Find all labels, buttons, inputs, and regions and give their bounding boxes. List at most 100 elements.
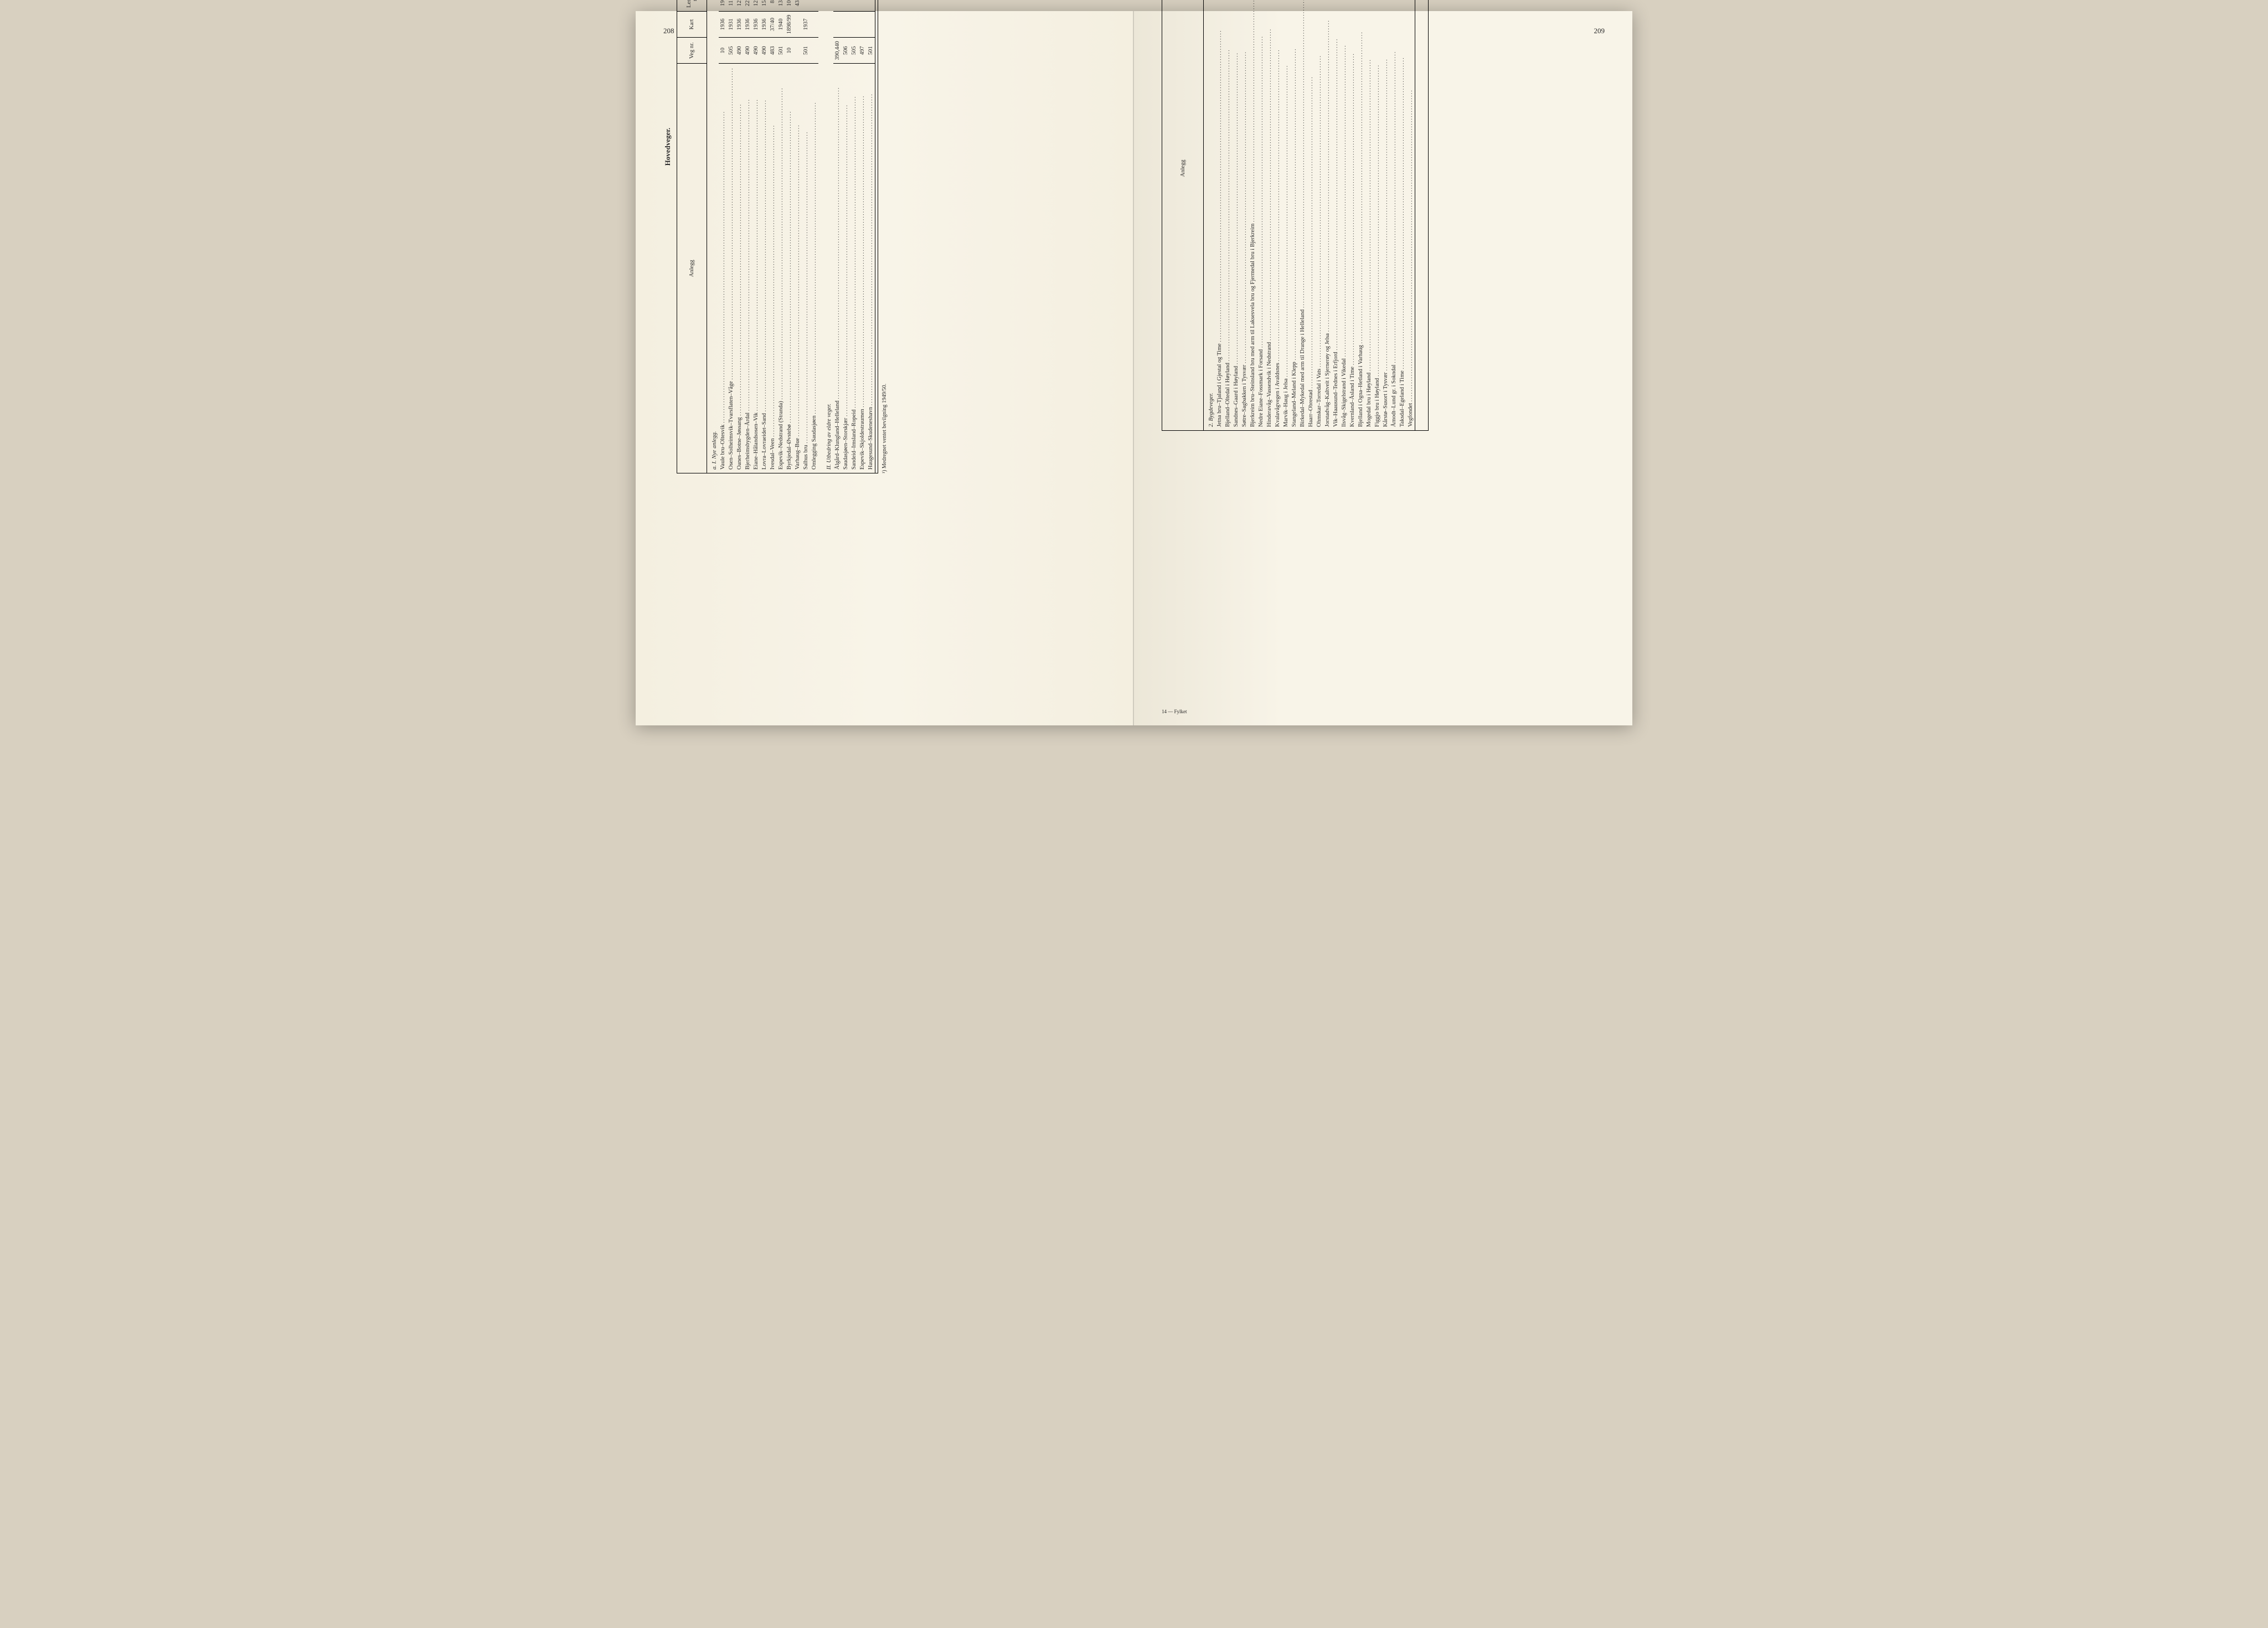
row-name: Bjelland–Oltedal i Høyland — [1224, 0, 1232, 431]
row-name: Vegfondet — [1406, 0, 1415, 431]
bygdeveger-table: Anlegg Kart Overslag kr. Statstilskott F… — [1162, 0, 1429, 431]
row-name: Byrkjedal–Øvstebø — [785, 64, 793, 473]
table-row: Bjerkreim bru–Steinsland bru med arm til… — [1249, 0, 1257, 431]
row-name: Kvernland–Åsland i Time — [1348, 0, 1357, 431]
row-name: Bjerheimsbygden–Årdal — [744, 64, 752, 473]
row-name: Kårstø–Susort i Tysvær — [1382, 0, 1390, 431]
row-name: Oanes–Botne–Jøssang — [735, 64, 744, 473]
row-name: Kvalavågvegen i Avaldsnes — [1274, 0, 1282, 431]
section-header: II. Utbedring av eldre veger. — [818, 0, 833, 473]
table-row: Eiane–Hålandsosen–Vik 490193612 1063 695… — [752, 0, 760, 473]
page-208: 208 Hovedveger. Anlegg Veg nr. Kart Leng… — [636, 11, 1134, 725]
table-row: Åmodt–Lund gr. i Sokndal 903 00050451 50… — [1390, 0, 1398, 431]
table-row: Stangeland–Meland i Klepp 194051 3005025… — [1290, 0, 1298, 431]
table-row: Oanes–Botne–Jøssang 490193612 170724 000… — [735, 0, 744, 473]
row-name: Espevik–Skjoldestraumen — [858, 64, 867, 473]
table-row: Mogedal bru i Høyland 193790 0005045 000… — [1365, 0, 1373, 431]
col-anlegg: Anlegg — [1162, 0, 1204, 431]
row-name: Åmodt–Lund gr. i Sokndal — [1390, 0, 1398, 431]
table-row: Haarr–Obrestad 193798 0005049 00041 7507… — [1307, 0, 1315, 431]
table-row: Birkedal–Mykedal med arm til Drange i He… — [1298, 0, 1307, 431]
section-header: a. I. Nye anlegg. — [707, 0, 719, 473]
row-name: Ivesdal–Veen — [769, 64, 777, 473]
table-row: Vegfondet 59 743 — [1406, 0, 1415, 431]
table-row: Ivesdal–Veen 48337/408 800941 000218 667… — [769, 0, 777, 473]
row-name: Nedre Eiane–Fossmark i Forsand — [1257, 0, 1265, 431]
page-number-right: 209 — [1594, 27, 1605, 35]
table-row: Ilsvåg–Skigelstrand i Vikedal 193980 000… — [1340, 0, 1348, 431]
table-row: Ohmskar–Torredal i Vats 190888 0004035 2… — [1315, 0, 1323, 431]
row-name: Saudasjøen–Storskjær — [842, 64, 850, 473]
total-row: 169 000 — [1415, 0, 1429, 431]
row-name: Haugesund–Skudeneshavn — [867, 64, 875, 473]
table-row: Espevik–Skjoldestraumen 497250 000207 00… — [858, 0, 867, 473]
hovedveger-table: Anlegg Veg nr. Kart Lengde m Overslag kr… — [677, 0, 878, 473]
table-row: Ålgård–Klungland–Helleland 390,440341 00… — [833, 0, 842, 473]
table-row: Figgjo bru i Høyland — [1373, 0, 1382, 431]
table-row: Jorstadvåg–Kaltveit i Sjernerøy og Jelsa… — [1323, 0, 1332, 431]
row-name: Varhaug–Bue — [793, 64, 802, 473]
row-name: Ålgård–Klungland–Helleland — [833, 64, 842, 473]
col-veg: Veg nr. — [677, 38, 707, 64]
row-name: Omlegging Saudasjøen — [810, 64, 818, 473]
table-row: Saudasjøen–Storskjær 5062 091 000746 000… — [842, 0, 850, 473]
table-row: Omlegging Saudasjøen 300 000260 00040 00… — [810, 0, 818, 473]
footnote: ¹) Medregnet ventet bevilgning 1949/50. — [882, 0, 888, 473]
book-spread: 208 Hovedveger. Anlegg Veg nr. Kart Leng… — [636, 11, 1632, 725]
row-name: Salhus bru — [802, 64, 810, 473]
table-row: Jetna bru–Tjaland i Gjestal og Time 1932… — [1215, 0, 1224, 431]
table-row: Vaule bru–Oltesvik 10193619 870930 00069… — [719, 0, 727, 473]
row-name: Vik–Haausund–Tednes i Erfjord — [1332, 0, 1340, 431]
row-name: Jorstadvåg–Kaltveit i Sjernerøy og Jelsa — [1323, 0, 1332, 431]
row-name: Taksdal–Egeland i Time — [1398, 0, 1406, 431]
row-name: Sandnes–Gaard i Høyland — [1232, 0, 1240, 431]
row-name: Lovra–Lovraeidet–Sand — [760, 64, 769, 473]
col-anlegg: Anlegg — [677, 64, 707, 473]
row-name: Figgjo bru i Høyland — [1373, 0, 1382, 431]
table-row: Kårstø–Susort i Tysvær 193774 1045037 05… — [1382, 0, 1390, 431]
table-row: Sandeid–Imsland–Ropeid 5051 000 000539 0… — [850, 0, 858, 473]
table-row: Nedre Eiane–Fossmark i Forsand 1936150 0… — [1257, 0, 1265, 431]
row-name: Hinderavåg–Vassendvik i Nedstrand — [1265, 0, 1274, 431]
row-name: Birkedal–Mykedal med arm til Drange i He… — [1298, 0, 1307, 431]
table-row: Marvik–Haug i Jelsa 1937128 0005064 0003… — [1282, 0, 1290, 431]
row-name: Søtre–Sagbakken i Tysvær — [1240, 0, 1249, 431]
table-row: Kvalavågvegen i Avaldsnes 1937283 000501… — [1274, 0, 1282, 431]
table-row: Taksdal–Egeland i Time 193778 5005039 25… — [1398, 0, 1406, 431]
row-name: Vaule bru–Oltesvik — [719, 64, 727, 473]
page-209: 209 Anlegg Kart Overslag kr. Statstilsko… — [1134, 11, 1632, 725]
row-name: Ilsvåg–Skigelstrand i Vikedal — [1340, 0, 1348, 431]
row-name: Espevik–Nedstrand (Stranda) — [777, 64, 785, 473]
col-lengde: Lengde m — [677, 0, 707, 11]
table-row: Søtre–Sagbakken i Tysvær 1937137 0005068… — [1240, 0, 1249, 431]
table-row: Kvernland–Åsland i Time 193955 9005027 9… — [1348, 0, 1357, 431]
table-row: Byrkjedal–Øvstebø 101898/9910 620600 000… — [785, 0, 793, 473]
table-title: Hovedveger. — [663, 0, 677, 473]
row-name: Ohmskar–Torredal i Vats — [1315, 0, 1323, 431]
row-name: Eiane–Hålandsosen–Vik — [752, 64, 760, 473]
table-row: Bjerheimsbygden–Årdal 490193622 2421 646… — [744, 0, 752, 473]
table-row: Haugesund–Skudeneshavn 501900 000747 800… — [867, 0, 875, 473]
row-name: Marvik–Haug i Jelsa — [1282, 0, 1290, 431]
row-name: Bjelland i Ogna–Hetland i Varhaug — [1357, 0, 1365, 431]
section-header: 2. Bygdeveger. — [1204, 0, 1216, 431]
sheet-footer: 14 — Fylket — [1162, 709, 1187, 714]
table-row: Varhaug–Bue 43 5701 692 000226 0001 466 … — [793, 0, 802, 473]
row-name: Bjerkreim bru–Steinsland bru med arm til… — [1249, 0, 1257, 431]
table-row: Espevik–Nedstrand (Stranda) 501194013 00… — [777, 0, 785, 473]
row-name: Haarr–Obrestad — [1307, 0, 1315, 431]
table-row: Salhus bru 50119373 000 00003 000 000100… — [802, 0, 810, 473]
row-name: Jetna bru–Tjaland i Gjestal og Time — [1215, 0, 1224, 431]
table-row: Hinderavåg–Vassendvik i Nedstrand 194011… — [1265, 0, 1274, 431]
table-row: Bjelland–Oltedal i Høyland 125 0006075 0… — [1224, 0, 1232, 431]
table-row: Bjelland i Ogna–Hetland i Varhaug 193755… — [1357, 0, 1365, 431]
col-kart: Kart — [677, 11, 707, 37]
table-row: Sandnes–Gaard i Høyland 1937214 30050107… — [1232, 0, 1240, 431]
row-name: Stangeland–Meland i Klepp — [1290, 0, 1298, 431]
table-row: Vik–Haausund–Tednes i Erfjord 130 000506… — [1332, 0, 1340, 431]
row-name: Osen–Solheimsvik–Tvarsflaten–Våge — [727, 64, 735, 473]
row-name: Mogedal bru i Høyland — [1365, 0, 1373, 431]
row-name: Sandeid–Imsland–Ropeid — [850, 64, 858, 473]
table-row: Lovra–Lovraeidet–Sand 490193615 9572 000… — [760, 0, 769, 473]
table-row: Osen–Solheimsvik–Tvarsflaten–Våge 505193… — [727, 0, 735, 473]
